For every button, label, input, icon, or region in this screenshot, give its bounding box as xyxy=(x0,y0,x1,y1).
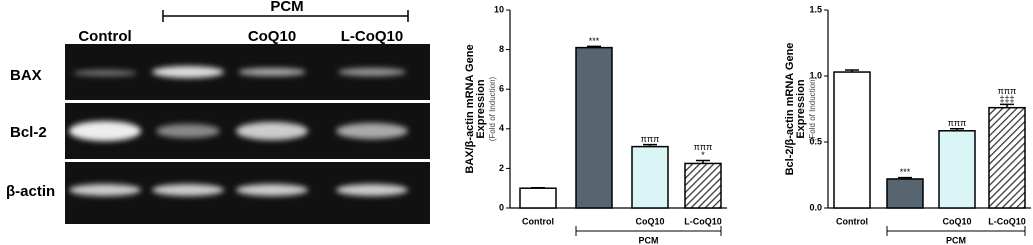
y-tick-label: 6 xyxy=(499,84,504,94)
y-axis-label: Expression xyxy=(795,79,807,139)
x-tick-label: L-CoQ10 xyxy=(988,216,1026,226)
error-bar xyxy=(845,69,859,73)
gel-bracket xyxy=(162,10,409,22)
y-axis-sublabel: (Fold of Induction) xyxy=(808,76,817,141)
group-label: PCM xyxy=(639,235,659,245)
gel-bands xyxy=(69,66,408,196)
y-tick-label: 8 xyxy=(499,44,504,54)
bar xyxy=(988,106,1026,209)
significance-label: πππ xyxy=(998,86,1017,96)
bar xyxy=(684,162,722,209)
y-axis-label: Expression xyxy=(475,79,487,139)
significance-label: πππ xyxy=(641,134,660,144)
error-bar xyxy=(898,176,912,179)
y-axis-label: BAX/β-actin mRNA Gene xyxy=(464,44,476,173)
x-tick-label: CoQ10 xyxy=(635,216,664,226)
gel-row-label: Bcl-2 xyxy=(10,124,47,141)
gel-row-label: β-actin xyxy=(6,183,55,200)
y-tick-label: 0 xyxy=(499,202,504,212)
y-tick-label: 0.0 xyxy=(809,202,822,212)
group-label: PCM xyxy=(946,235,966,245)
bar xyxy=(575,46,613,209)
gel-row-label: BAX xyxy=(10,67,42,84)
error-bar xyxy=(696,159,710,164)
y-tick-label: 10 xyxy=(494,4,504,14)
significance-label: *** xyxy=(900,167,911,177)
error-bar xyxy=(1000,103,1014,108)
y-axis-label: Bcl-2/β-actin mRNA Gene xyxy=(784,43,796,176)
x-tick-label: CoQ10 xyxy=(942,216,971,226)
error-bar xyxy=(643,143,657,147)
error-bar xyxy=(950,128,964,131)
x-tick-label: Control xyxy=(836,216,868,226)
error-bar xyxy=(587,45,601,48)
group-bracket xyxy=(886,226,1026,236)
bar xyxy=(833,71,871,209)
significance-label: ‡‡‡ xyxy=(999,94,1014,104)
bar xyxy=(631,145,669,209)
significance-label: πππ xyxy=(694,142,713,152)
significance-label: *** xyxy=(589,36,600,46)
bar xyxy=(886,178,924,209)
bar xyxy=(938,130,976,209)
x-tick-label: Control xyxy=(522,216,554,226)
gel-panel: PCM Control CoQ10 L-CoQ10 BAX Bcl-2 β-ac… xyxy=(6,0,430,224)
y-tick-label: 1.5 xyxy=(809,4,822,14)
y-tick-label: 1.0 xyxy=(809,70,822,80)
y-tick-label: 0.5 xyxy=(809,136,822,146)
y-axis-sublabel: (Fold of Induction) xyxy=(488,76,497,141)
y-tick-label: 4 xyxy=(499,123,504,133)
group-bracket xyxy=(575,226,722,236)
y-tick-label: 2 xyxy=(499,163,504,173)
significance-label: * xyxy=(701,150,705,160)
bar xyxy=(519,187,557,209)
gel-lane-label: L-CoQ10 xyxy=(341,28,404,45)
gel-group-label: PCM xyxy=(270,0,303,15)
gel-lane-label: Control xyxy=(78,28,131,45)
gel-lane-label: CoQ10 xyxy=(248,28,296,45)
significance-label: πππ xyxy=(948,118,967,128)
x-tick-label: L-CoQ10 xyxy=(684,216,722,226)
